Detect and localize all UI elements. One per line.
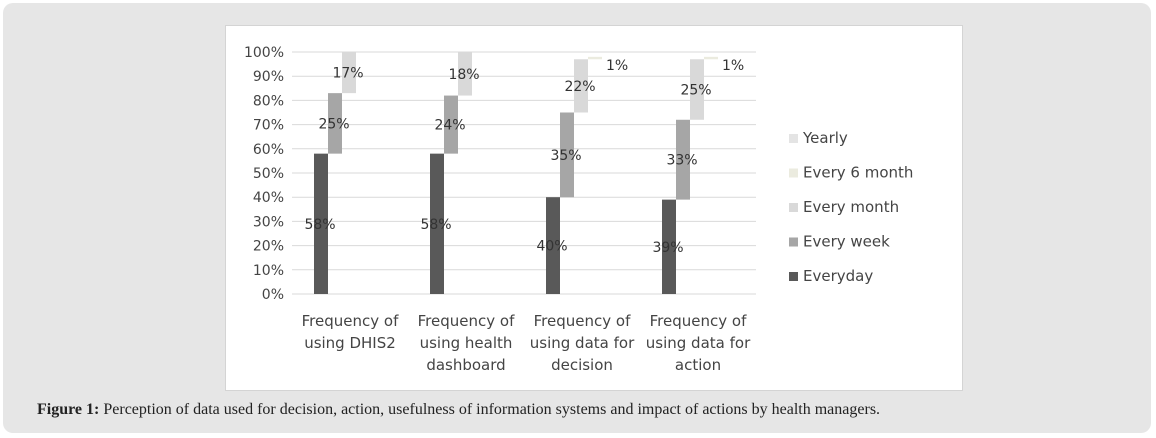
bar-segment [560,112,574,198]
data-label: 17% [332,66,363,82]
stacked-bar-chart: 0% 10% 20% 30% 40% 50% 60% 70% 80% 90% 100% 58% 25% 1… [244,45,913,374]
y-tick-label: 50% [253,166,284,182]
bar-segment [458,52,472,96]
legend-swatch [789,237,798,247]
bar-segment [314,153,328,294]
bar-segment [444,95,458,154]
bar-segment [704,56,718,60]
x-category-label: using data for [530,334,635,352]
y-tick-label: 20% [253,239,284,255]
x-category-label: using data for [646,334,751,352]
caption-text: Perception of data used for decision, ac… [99,401,881,418]
legend-label: Everyday [803,267,873,285]
y-tick-label: 70% [253,118,284,134]
legend-swatch [789,272,798,281]
data-label: 39% [652,240,683,256]
legend-label: Every week [803,233,890,251]
y-tick-label: 40% [253,190,284,206]
data-label: 1% [606,58,628,74]
x-category-label: decision [551,356,613,374]
data-label: 24% [434,118,465,134]
data-label: 33% [666,153,697,169]
bar-segment [342,52,356,94]
data-label: 18% [448,67,479,83]
bar-segment [690,59,704,120]
legend-swatch [789,134,798,143]
legend-label: Yearly [802,129,848,147]
x-category-label: Frequency of [302,312,399,330]
data-label: 1% [722,58,744,74]
y-tick-label: 90% [253,69,284,85]
bar-segment [328,93,342,154]
legend-label: Every month [803,198,899,216]
data-label: 58% [420,217,451,233]
bar-segment [546,197,560,294]
data-label: 40% [536,239,567,255]
bar-segment [430,153,444,294]
bar-segment [574,59,588,113]
data-label: 25% [318,116,349,132]
data-label: 25% [680,83,711,99]
x-category-label: action [675,356,721,374]
y-tick-label: 10% [253,263,284,279]
y-tick-label: 80% [253,93,284,109]
y-tick-label: 60% [253,142,284,158]
bar-segment [662,199,676,294]
legend-label: Every 6 month [803,164,913,182]
bar-segment [676,119,690,200]
bar-segment [588,56,602,60]
data-label: 58% [304,217,335,233]
x-category-label: using DHIS2 [304,334,396,352]
x-category-label: dashboard [426,356,505,374]
x-category-label: using health [420,334,513,352]
x-category-label: Frequency of [534,312,631,330]
legend-swatch [789,203,798,212]
chart-area: 0% 10% 20% 30% 40% 50% 60% 70% 80% 90% 100% 58% 25% 1… [225,25,963,391]
x-category-label: Frequency of [418,312,515,330]
y-tick-label: 0% [262,287,284,303]
legend-swatch [789,168,798,178]
figure-frame: 0% 10% 20% 30% 40% 50% 60% 70% 80% 90% 100% 58% 25% 1… [3,3,1151,433]
data-label: 22% [564,79,595,95]
figure-caption: Figure 1: Perception of data used for de… [37,401,1137,419]
y-tick-label: 30% [253,214,284,230]
y-tick-label: 100% [244,45,284,61]
data-label: 35% [550,148,581,164]
x-category-label: Frequency of [650,312,747,330]
caption-label: Figure 1: [37,401,100,418]
